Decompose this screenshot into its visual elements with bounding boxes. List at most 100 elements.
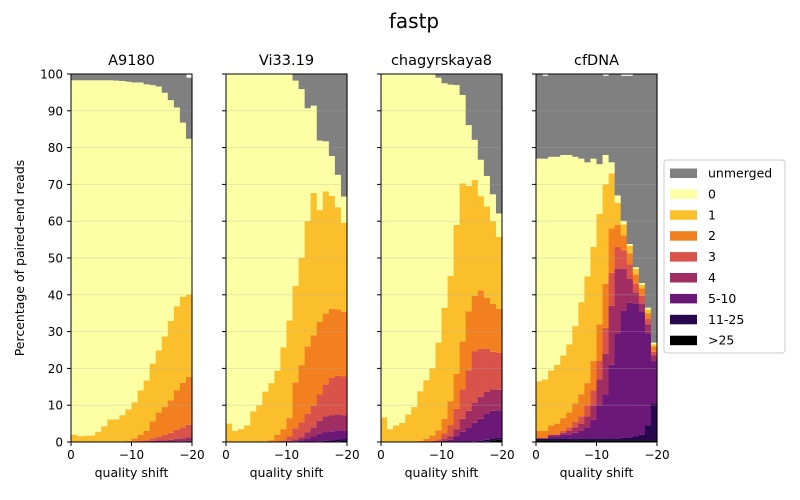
bar-4-17	[483, 391, 491, 415]
bar->25-13	[614, 440, 622, 442]
bar->25-6	[572, 440, 579, 442]
bar-2-18	[179, 382, 187, 428]
bar->25-11	[602, 440, 610, 442]
bar->25-14	[620, 440, 628, 442]
bar-0-8	[584, 162, 592, 277]
bar-0-12	[608, 162, 616, 174]
panels: A9180 0 −10 −20 quality shift 0 10 20 30 40 50 60 70…	[40, 53, 670, 480]
bar-1-5	[566, 344, 573, 413]
bar-4-3	[554, 434, 561, 437]
bar-unmerged-16	[632, 74, 640, 268]
bar-0-1	[77, 80, 84, 437]
bar-unmerged-15	[471, 74, 479, 140]
bar-3-13	[614, 246, 622, 270]
x-tick-label: −20	[334, 448, 359, 462]
bar->25-19	[495, 439, 503, 442]
bar-3-12	[608, 272, 616, 306]
bar-11-25-17	[483, 439, 491, 442]
bar-5-10-5	[566, 434, 573, 439]
bar-1-1	[232, 430, 239, 442]
bar-0-11	[137, 82, 145, 391]
bar-unmerged-17	[173, 74, 181, 108]
bar-2-17	[483, 297, 491, 349]
bar-unmerged-10	[131, 74, 139, 83]
bar-1-5	[101, 426, 108, 442]
bar-2-5	[566, 412, 573, 428]
bar-4-13	[149, 440, 157, 442]
bar-0-14	[155, 86, 163, 351]
bar-3-10	[441, 433, 449, 440]
bar->25-9	[590, 440, 598, 442]
bar-0-9	[590, 158, 598, 247]
bar-5-10-7	[578, 430, 585, 439]
bar-2-18	[489, 304, 497, 352]
bar-0-19	[340, 196, 348, 223]
bar-1-3	[399, 422, 406, 442]
bar-2-13	[614, 224, 622, 247]
bar-unmerged-11	[447, 74, 455, 85]
bar-1-19	[340, 222, 348, 312]
bar-0-17	[173, 107, 181, 307]
bar-2-11	[137, 434, 145, 441]
bar-4-6	[572, 427, 579, 433]
bar-1-8	[584, 276, 592, 384]
bar-0-18	[644, 307, 652, 310]
bar-11-25-9	[590, 438, 598, 441]
bar-5-10-15	[626, 302, 634, 438]
bar-1-7	[423, 380, 430, 439]
bar-1-16	[632, 269, 640, 275]
bar->25-19	[340, 440, 348, 442]
bar->25-5	[566, 440, 573, 442]
bar-2-7	[578, 394, 585, 417]
bar-unmerged-17	[328, 74, 336, 157]
bar-1-9	[125, 409, 133, 441]
legend-swatch	[670, 252, 697, 262]
x-tick-label: −10	[584, 448, 609, 462]
bar-2-3	[554, 423, 561, 435]
bar-4-14	[620, 268, 628, 311]
x-tick-label: −20	[644, 448, 669, 462]
bar-2-16	[632, 274, 640, 284]
bar-4-13	[304, 432, 312, 439]
bar-5-10-8	[584, 427, 592, 439]
bar-2-11	[292, 382, 300, 429]
bar-1-16	[167, 320, 175, 401]
bar->25-19	[650, 440, 658, 442]
bar-1-10	[596, 213, 604, 325]
bar-2-8	[274, 434, 282, 442]
bar-3-19	[495, 352, 503, 390]
bar-5-10-15	[316, 433, 324, 442]
bar-3-17	[483, 348, 491, 392]
bar-4-7	[578, 423, 585, 431]
bar-3-18	[489, 351, 497, 390]
bar-4-16	[167, 439, 175, 442]
bar->25-18	[489, 440, 497, 442]
bar-1-6	[417, 391, 424, 441]
bar-unmerged-19	[495, 74, 503, 214]
x-tick-label: −10	[274, 448, 299, 462]
bar-5-10-17	[328, 431, 336, 441]
bar-2-1	[542, 430, 549, 439]
bar-1-4	[250, 411, 257, 442]
bar-11-25-4	[560, 438, 567, 441]
bar-2-15	[471, 295, 479, 352]
bar-1-9	[435, 342, 443, 431]
bar-0-3	[399, 74, 406, 423]
bar-4-11	[602, 353, 610, 395]
bar-1-19	[495, 237, 503, 309]
bar-0-17	[638, 283, 646, 285]
bar-0-19	[185, 138, 193, 295]
bar-unmerged-10	[596, 74, 604, 165]
bar-5-10-18	[334, 430, 342, 440]
bar-0-12	[453, 85, 461, 225]
x-tick-label: −20	[179, 448, 204, 462]
bar-1-10	[441, 307, 449, 419]
legend-swatch	[670, 210, 697, 220]
bar-unmerged-13	[459, 74, 467, 95]
y-tick-label: 50	[48, 252, 63, 266]
bar-3-14	[155, 436, 163, 441]
legend-label: 0	[708, 186, 716, 201]
bar-unmerged-16	[477, 74, 485, 160]
bar-1-7	[268, 383, 275, 441]
bar-5-10-19	[650, 361, 658, 404]
